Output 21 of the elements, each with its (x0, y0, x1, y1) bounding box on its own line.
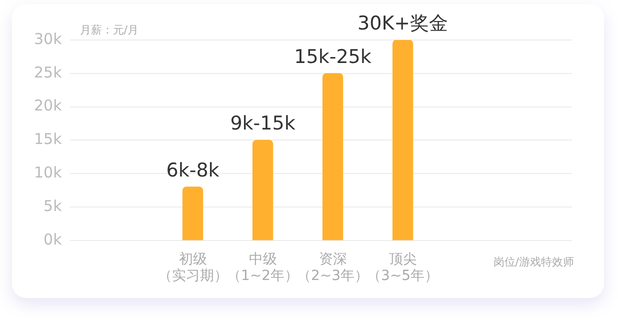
y-tick-label: 5k (44, 196, 62, 215)
y-tick-label: 20k (34, 96, 62, 115)
y-tick-label: 0k (44, 230, 62, 248)
x-tick-label: 初级（实习期） (158, 251, 228, 284)
x-tick-label: 资深（2~3年） (297, 251, 369, 284)
annotation: 30K+奖金 (358, 12, 448, 34)
y-axis-title: 月薪：元/月 (80, 23, 138, 36)
bar (322, 73, 344, 240)
annotation: 15k-25k (294, 46, 372, 68)
y-tick-label: 30k (34, 30, 62, 48)
bar (252, 140, 274, 240)
text: 岗位/游戏特效师 (493, 255, 574, 268)
y-tick-label: 15k (34, 130, 62, 148)
bar (392, 40, 414, 240)
bar (182, 186, 204, 240)
y-tick-label: 10k (34, 163, 62, 182)
x-tick-label: 顶尖（3~5年） (367, 251, 439, 284)
annotation: 9k-15k (230, 112, 296, 135)
y-tick-label: 25k (34, 63, 62, 82)
x-tick-label: 中级（1~2年） (227, 251, 299, 284)
annotation: 6k-8k (166, 159, 220, 182)
